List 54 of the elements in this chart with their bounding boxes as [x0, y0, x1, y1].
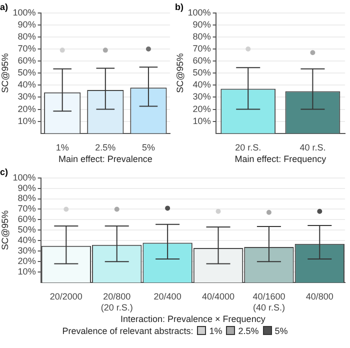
chart-title: a) — [0, 2, 8, 12]
y-tick-label: 30% — [18, 246, 36, 256]
x-tick-label: 2.5% — [95, 142, 116, 152]
y-tick-label: 10% — [18, 266, 36, 277]
y-axis-title: SC@95% — [0, 210, 10, 250]
y-tick-label: 100% — [12, 172, 36, 182]
chart-title: b) — [175, 2, 184, 12]
y-tick-label: 60% — [18, 56, 36, 66]
y-tick-label: 80% — [192, 31, 211, 42]
x-tick-label: 40 r.S. — [300, 142, 326, 152]
x-tick-label: 40/1600 (40 r.S.) — [252, 291, 286, 312]
y-tick-label: 20% — [192, 104, 211, 114]
x-tick-label: 5% — [142, 142, 155, 152]
y-axis-title: SC@95% — [0, 53, 10, 93]
legend-title: Prevalence of relevant abstracts: — [62, 326, 194, 336]
y-tick-label: 60% — [192, 56, 211, 66]
y-tick-label: 50% — [192, 68, 211, 78]
x-tick-label: 20 r.S. — [235, 142, 262, 152]
y-tick-label: 40% — [18, 80, 36, 90]
y-tick-label: 50% — [18, 68, 36, 78]
y-tick-label: 10% — [192, 116, 211, 126]
y-tick-label: 90% — [18, 182, 36, 193]
x-axis-title: Interaction: Prevalence × Frequency — [120, 314, 266, 324]
y-tick-label: 90% — [192, 19, 211, 30]
legend-label: 2.5% — [238, 326, 259, 336]
y-tick-label: 80% — [18, 31, 36, 42]
y-axis-title: SC@95% — [174, 53, 185, 93]
x-axis-title: Main effect: Prevalence — [58, 154, 152, 164]
y-tick-label: 30% — [18, 92, 36, 102]
legend-label: 1% — [209, 326, 222, 336]
y-tick-label: 20% — [18, 104, 36, 114]
y-tick-label: 100% — [12, 7, 36, 18]
x-tick-label: 40/800 — [306, 291, 334, 302]
y-tick-label: 10% — [18, 116, 36, 126]
x-tick-label: 20/400 — [154, 291, 182, 302]
x-tick-label: 1% — [56, 142, 69, 152]
x-tick-label: 20/2000 — [50, 291, 82, 302]
y-tick-label: 90% — [18, 19, 36, 30]
y-tick-label: 40% — [18, 235, 36, 246]
y-tick-label: 40% — [192, 80, 211, 90]
chart-title: c) — [0, 166, 8, 177]
y-tick-label: 50% — [18, 224, 36, 235]
y-tick-label: 100% — [188, 7, 211, 18]
y-tick-label: 70% — [192, 43, 211, 54]
y-tick-label: 70% — [18, 43, 36, 54]
y-tick-label: 70% — [18, 204, 36, 214]
legend-label: 5% — [274, 326, 288, 336]
y-tick-label: 60% — [18, 214, 36, 224]
x-axis-title: Main effect: Frequency — [234, 154, 327, 164]
x-tick-label: 20/800 (20 r.S.) — [100, 291, 133, 312]
y-tick-label: 20% — [18, 256, 36, 266]
y-tick-label: 30% — [192, 92, 211, 102]
y-tick-label: 80% — [18, 193, 36, 204]
x-tick-label: 40/4000 — [202, 291, 235, 302]
